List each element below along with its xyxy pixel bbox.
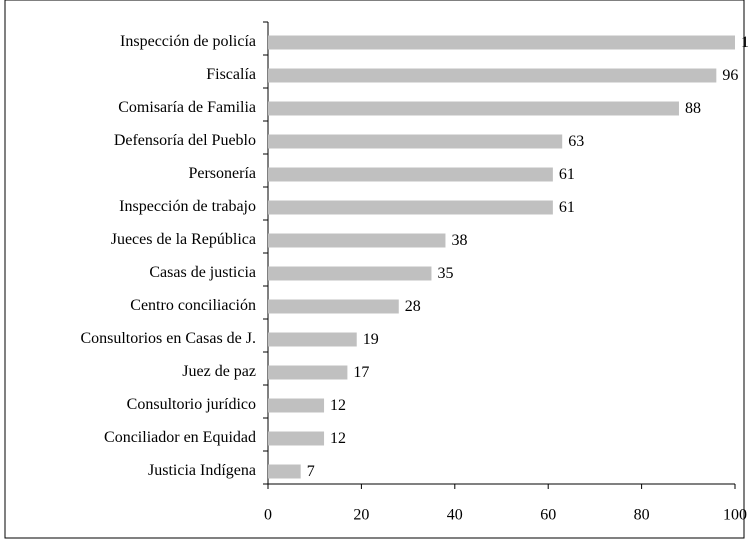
- bar: [268, 266, 432, 281]
- value-label: 61: [559, 199, 575, 216]
- value-label: 28: [405, 298, 421, 315]
- value-label: 88: [685, 100, 701, 117]
- value-label: 63: [568, 133, 584, 150]
- x-tick-label: 40: [447, 507, 463, 524]
- y-tick-label: Centro conciliación: [130, 297, 256, 314]
- y-tick-label: Comisaría de Familia: [118, 99, 256, 116]
- y-tick-label: Fiscalía: [206, 66, 256, 83]
- chart-frame: [4, 0, 745, 539]
- bar: [268, 332, 357, 347]
- bar: [268, 35, 735, 50]
- bar: [268, 101, 679, 116]
- y-tick-label: Casas de justicia: [149, 264, 256, 281]
- value-label: 35: [437, 265, 453, 282]
- x-tick-label: 100: [723, 507, 747, 524]
- bar: [268, 233, 446, 248]
- x-tick-label: 80: [634, 507, 650, 524]
- bar: [268, 431, 325, 446]
- y-tick-label: Defensoría del Pueblo: [114, 132, 256, 149]
- value-label: 61: [559, 166, 575, 183]
- bar: [268, 134, 563, 149]
- bar: [268, 398, 325, 413]
- value-label: 38: [451, 232, 467, 249]
- bar: [268, 299, 399, 314]
- y-tick-label: Inspección de policía: [120, 33, 256, 50]
- value-label: 19: [363, 331, 379, 348]
- bar: [268, 167, 553, 182]
- bar: [268, 464, 301, 479]
- y-tick-label: Consultorio jurídico: [127, 396, 256, 413]
- y-tick-label: Conciliador en Equidad: [104, 429, 256, 446]
- bar: [268, 200, 553, 215]
- y-tick-label: Personería: [188, 165, 256, 182]
- value-label: 12: [330, 430, 346, 447]
- value-label: 100: [741, 34, 749, 51]
- bar: [268, 365, 348, 380]
- y-tick-label: Consultorios en Casas de J.: [80, 330, 256, 347]
- x-tick-label: 60: [540, 507, 556, 524]
- y-tick-label: Jueces de la República: [111, 231, 256, 248]
- bar: [268, 68, 717, 83]
- value-label: 7: [307, 463, 315, 480]
- x-tick-label: 0: [264, 507, 272, 524]
- value-label: 17: [353, 364, 369, 381]
- value-label: 12: [330, 397, 346, 414]
- y-tick-label: Justicia Indígena: [148, 462, 256, 479]
- y-tick-label: Inspección de trabajo: [119, 198, 256, 215]
- value-label: 96: [722, 67, 738, 84]
- y-tick-label: Juez de paz: [182, 363, 256, 380]
- x-tick-label: 20: [353, 507, 369, 524]
